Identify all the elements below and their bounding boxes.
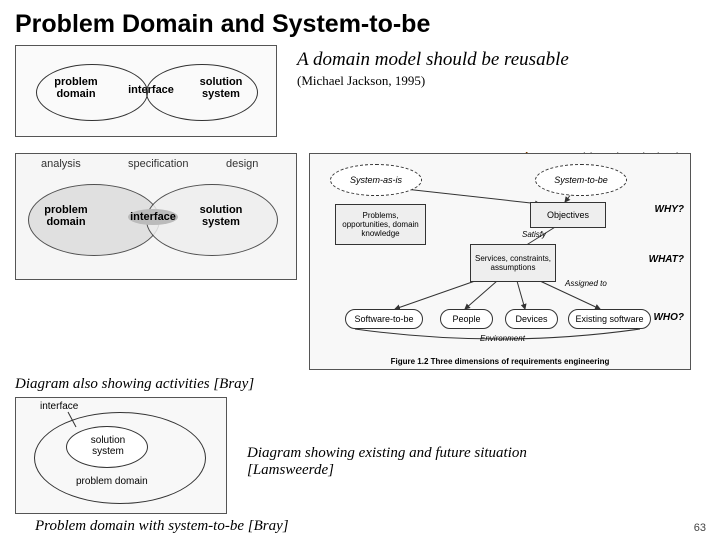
nested-interface: interface — [40, 401, 78, 412]
bray-activities-caption: Diagram also showing activities [Bray] — [15, 376, 705, 393]
node-system-to-be: System-to-be — [535, 164, 627, 196]
nested-diagram: interface solution system problem domain — [15, 397, 227, 514]
label-satisfy: Satisfy — [522, 230, 546, 239]
node-objectives: Objectives — [530, 202, 606, 228]
node-existing: Existing software — [568, 309, 651, 329]
node-software: Software-to-be — [345, 309, 423, 329]
label-what: WHAT? — [649, 254, 684, 265]
label-assigned: Assigned to — [565, 279, 607, 288]
node-problems: Problems, opportunities, domain knowledg… — [335, 204, 426, 245]
node-devices: Devices — [505, 309, 558, 329]
nested-solution: solution system — [78, 435, 138, 457]
bray-nested-caption: Problem domain with system-to-be [Bray] — [35, 518, 705, 535]
page-number: 63 — [694, 522, 706, 534]
label-who: WHO? — [653, 312, 684, 323]
node-people: People — [440, 309, 493, 329]
venn-large-left: problem domain — [36, 204, 96, 228]
label-why: WHY? — [655, 204, 684, 215]
venn-large-h2: specification — [128, 158, 189, 170]
nested-problem: problem domain — [76, 476, 148, 487]
label-environment: Environment — [480, 334, 525, 343]
quote-cite: (Michael Jackson, 1995) — [297, 73, 705, 89]
venn-small-mid: interface — [126, 84, 176, 96]
venn-large-diagram: analysis specification design problem do… — [15, 153, 297, 280]
requirements-diagram: System-as-is System-to-be Problems, oppo… — [309, 153, 691, 370]
venn-large-h1: analysis — [41, 158, 81, 170]
venn-small-left: problem domain — [46, 76, 106, 100]
quote-text: A domain model should be reusable — [297, 49, 705, 71]
venn-large-mid: interface — [128, 209, 178, 225]
node-services: Services, constraints, assumptions — [470, 244, 556, 282]
venn-small-right: solution system — [191, 76, 251, 100]
lamsweerde-caption: Diagram showing existing and future situ… — [247, 445, 547, 479]
figure-caption: Figure 1.2 Three dimensions of requireme… — [310, 357, 690, 366]
page-title: Problem Domain and System-to-be — [15, 10, 705, 39]
venn-large-right: solution system — [191, 204, 251, 228]
venn-small-diagram: problem domain interface solution system — [15, 45, 277, 137]
node-system-as-is: System-as-is — [330, 164, 422, 196]
venn-large-h3: design — [226, 158, 258, 170]
